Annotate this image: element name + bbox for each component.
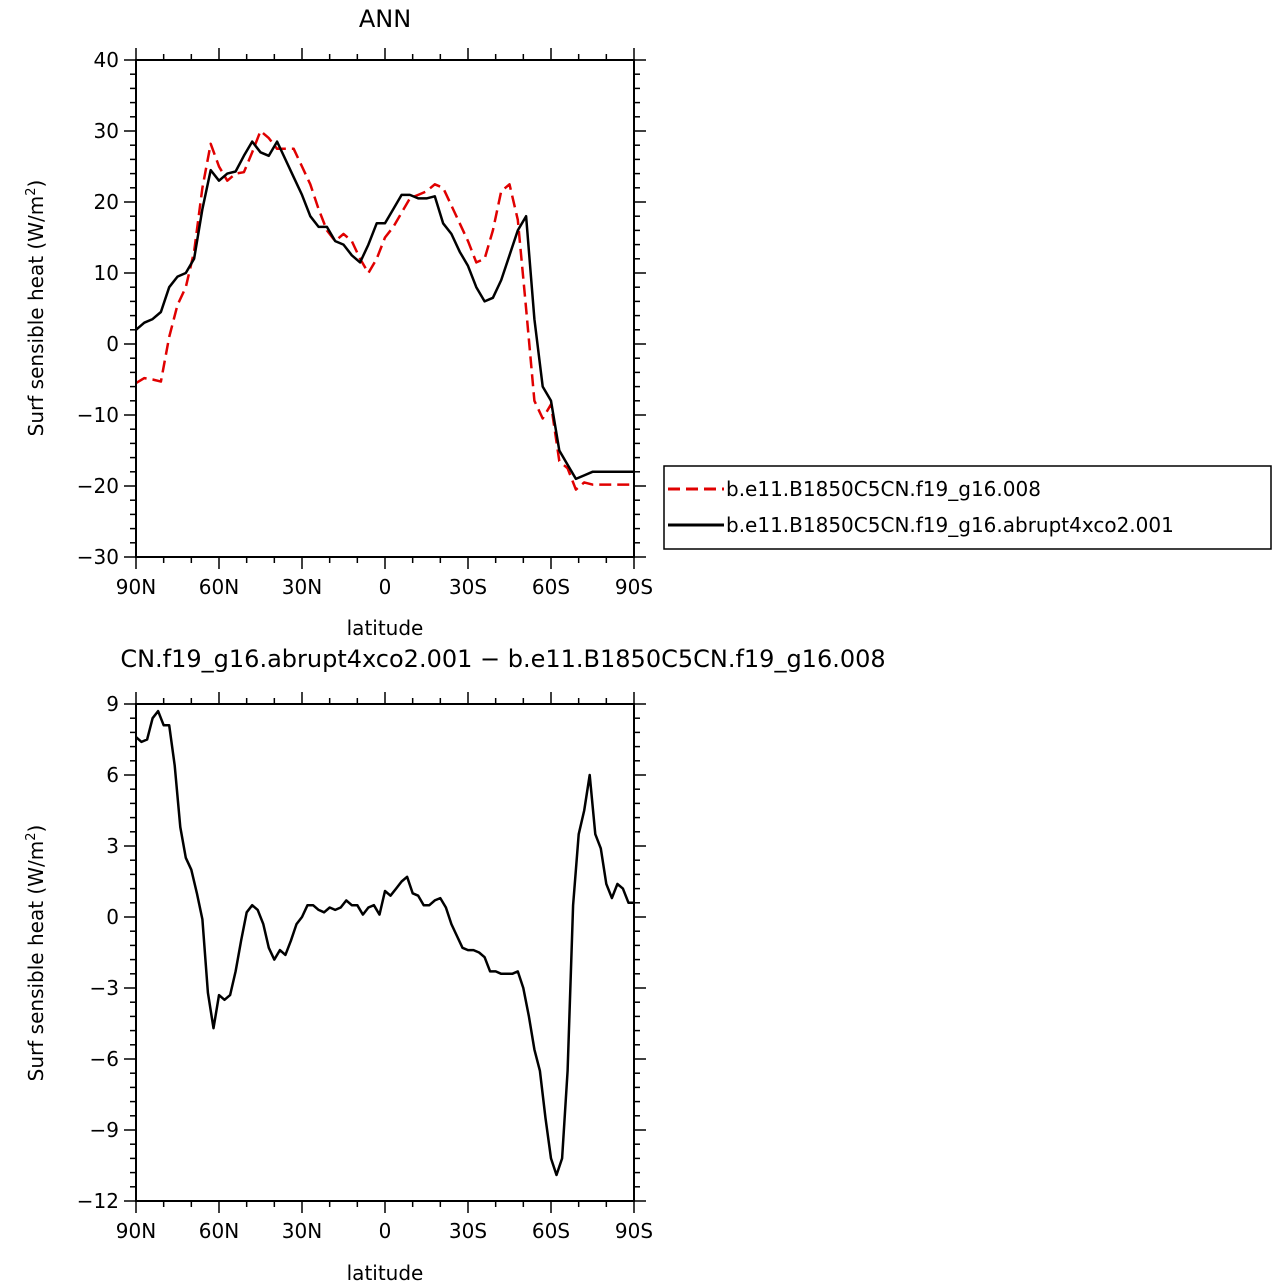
top-series-line-0 bbox=[135, 129, 634, 491]
top-x-axis-label: latitude bbox=[347, 616, 424, 640]
legend-label-control: b.e11.B1850C5CN.f19_g16.008 bbox=[726, 477, 1041, 501]
top-plot-frame bbox=[135, 59, 635, 558]
bottom-x-tick-label: 60N bbox=[199, 1219, 239, 1243]
bottom-y-tick-label: −9 bbox=[90, 1118, 119, 1142]
top-chart-title: ANN bbox=[359, 5, 411, 33]
top-ticks: −30 −20 −10 0 10 20 30 40 90N 60N 30N 0 30S 60S 90S bbox=[77, 48, 653, 599]
top-series bbox=[135, 129, 634, 491]
top-x-tick-label: 0 bbox=[379, 575, 392, 599]
bottom-y-axis-label: Surf sensible heat (W/m2) bbox=[24, 825, 48, 1082]
bottom-chart-title: CN.f19_g16.abrupt4xco2.001 − b.e11.B1850… bbox=[120, 645, 885, 673]
bottom-x-tick-label: 30S bbox=[449, 1219, 487, 1243]
bottom-ticks: −12 −9 −6 −3 0 3 6 9 90N 60N 30N 0 30S 60S 90S bbox=[77, 692, 653, 1243]
bottom-x-tick-label: 90S bbox=[615, 1219, 653, 1243]
bottom-y-tick-label: 9 bbox=[106, 692, 119, 716]
bottom-y-tick-label: 0 bbox=[106, 905, 119, 929]
legend-label-abrupt4xco2: b.e11.B1850C5CN.f19_g16.abrupt4xco2.001 bbox=[726, 513, 1174, 537]
top-y-tick-label: −20 bbox=[77, 474, 119, 498]
top-y-axis-label: Surf sensible heat (W/m2) bbox=[24, 180, 48, 437]
top-x-tick-label: 90S bbox=[615, 575, 653, 599]
bottom-panel: CN.f19_g16.abrupt4xco2.001 − b.e11.B1850… bbox=[24, 645, 886, 1285]
legend-box bbox=[663, 465, 1272, 550]
top-x-tick-label: 60S bbox=[532, 575, 570, 599]
top-x-tick-label: 30N bbox=[282, 575, 322, 599]
top-x-tick-label: 90N bbox=[116, 575, 156, 599]
bottom-y-tick-label: −12 bbox=[77, 1189, 119, 1213]
bottom-x-tick-label: 30N bbox=[282, 1219, 322, 1243]
top-y-tick-label: 20 bbox=[94, 190, 119, 214]
bottom-x-axis-label: latitude bbox=[347, 1261, 424, 1285]
top-x-tick-label: 60N bbox=[199, 575, 239, 599]
top-y-tick-label: 0 bbox=[106, 332, 119, 356]
top-y-tick-label: 10 bbox=[94, 261, 119, 285]
top-y-tick-label: −30 bbox=[77, 545, 119, 569]
top-x-tick-label: 30S bbox=[449, 575, 487, 599]
bottom-y-tick-label: 3 bbox=[106, 834, 119, 858]
top-y-tick-label: 30 bbox=[94, 119, 119, 143]
top-panel: ANN −30 −20 −10 0 10 20 30 40 90N 60N 30N 0 30S 60S 90… bbox=[24, 5, 653, 640]
bottom-plot-frame bbox=[135, 703, 635, 1202]
bottom-series bbox=[135, 709, 634, 1177]
top-y-tick-label: 40 bbox=[94, 48, 119, 72]
bottom-y-tick-label: −6 bbox=[90, 1047, 119, 1071]
bottom-x-tick-label: 0 bbox=[379, 1219, 392, 1243]
bottom-x-tick-label: 90N bbox=[116, 1219, 156, 1243]
bottom-y-tick-label: 6 bbox=[106, 763, 119, 787]
bottom-y-tick-label: −3 bbox=[90, 976, 119, 1000]
top-series-line-1 bbox=[135, 140, 634, 481]
bottom-x-tick-label: 60S bbox=[532, 1219, 570, 1243]
top-y-tick-label: −10 bbox=[77, 403, 119, 427]
legend: b.e11.B1850C5CN.f19_g16.008 b.e11.B1850C… bbox=[663, 465, 1272, 550]
bottom-series-line-0 bbox=[135, 709, 634, 1177]
